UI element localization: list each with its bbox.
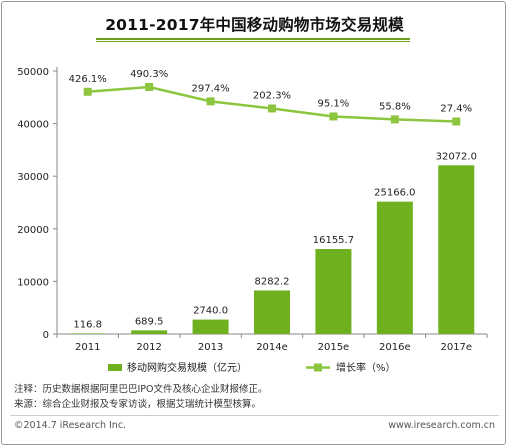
y-tick-label: 30000 bbox=[17, 172, 49, 183]
bar-value-label: 116.8 bbox=[73, 319, 102, 330]
bar-2012 bbox=[131, 330, 168, 334]
y-tick-label: 10000 bbox=[17, 277, 49, 288]
growth-rate-marker bbox=[206, 97, 215, 106]
growth-rate-marker bbox=[145, 83, 154, 91]
y-tick-label: 20000 bbox=[17, 225, 49, 236]
x-tick-label: 2017e bbox=[440, 342, 472, 353]
bar-2017e bbox=[438, 165, 475, 334]
x-tick-label: 2016e bbox=[379, 342, 411, 353]
legend-line-label: 增长率（%） bbox=[336, 361, 396, 374]
legend-bar-label: 移动网购交易规模（亿元） bbox=[127, 361, 247, 374]
copyright-text: ©2014.7 iResearch Inc. bbox=[14, 420, 127, 431]
growth-rate-marker bbox=[329, 112, 338, 121]
x-tick-label: 2012 bbox=[136, 342, 161, 353]
growth-rate-marker bbox=[268, 104, 276, 113]
note-line-2: 来源：综合企业财报及专家访谈，根据艾瑞统计模型核算。 bbox=[14, 399, 262, 410]
growth-rate-label: 27.4% bbox=[440, 104, 472, 115]
website-text: www.iresearch.com.cn bbox=[388, 420, 495, 431]
note-line-1: 注释：历史数据根据阿里巴巴IPO文件及核心企业财报修正。 bbox=[14, 384, 268, 395]
x-tick-label: 2014e bbox=[256, 342, 288, 353]
title-underline-top bbox=[96, 38, 410, 40]
bar-2016e bbox=[376, 201, 413, 334]
bar-2015e bbox=[315, 249, 352, 334]
growth-rate-label: 426.1% bbox=[69, 74, 107, 85]
bar-2011 bbox=[69, 333, 106, 334]
footer-divider bbox=[10, 415, 499, 416]
growth-rate-label: 202.3% bbox=[253, 90, 291, 101]
growth-rate-marker bbox=[452, 117, 461, 126]
growth-rate-label: 297.4% bbox=[192, 83, 230, 94]
bar-value-label: 25166.0 bbox=[374, 188, 415, 199]
bar-value-label: 32072.0 bbox=[436, 151, 477, 162]
growth-rate-marker bbox=[390, 115, 399, 124]
bar-value-label: 2740.0 bbox=[193, 306, 228, 317]
bar-value-label: 689.5 bbox=[135, 316, 164, 327]
bar-2014e bbox=[254, 290, 290, 334]
x-tick-label: 2013 bbox=[198, 342, 223, 353]
x-tick-label: 2015e bbox=[318, 342, 350, 353]
bar-2013 bbox=[192, 319, 229, 334]
y-tick-label: 0 bbox=[43, 330, 49, 341]
growth-rate-label: 95.1% bbox=[318, 98, 350, 109]
y-tick-label: 40000 bbox=[17, 120, 49, 131]
growth-rate-label: 490.3% bbox=[130, 69, 168, 80]
y-tick-label: 50000 bbox=[17, 67, 49, 78]
x-tick-label: 2011 bbox=[75, 342, 100, 353]
legend-bar-swatch bbox=[108, 364, 122, 371]
bar-value-label: 8282.2 bbox=[255, 276, 290, 287]
title-underline-bottom bbox=[96, 41, 410, 42]
chart-title: 2011-2017年中国移动购物市场交易规模 bbox=[105, 16, 404, 34]
growth-rate-marker bbox=[83, 87, 92, 96]
growth-rate-label: 55.8% bbox=[379, 101, 411, 112]
bar-value-label: 16155.7 bbox=[313, 235, 354, 246]
legend-line-marker bbox=[314, 363, 322, 372]
